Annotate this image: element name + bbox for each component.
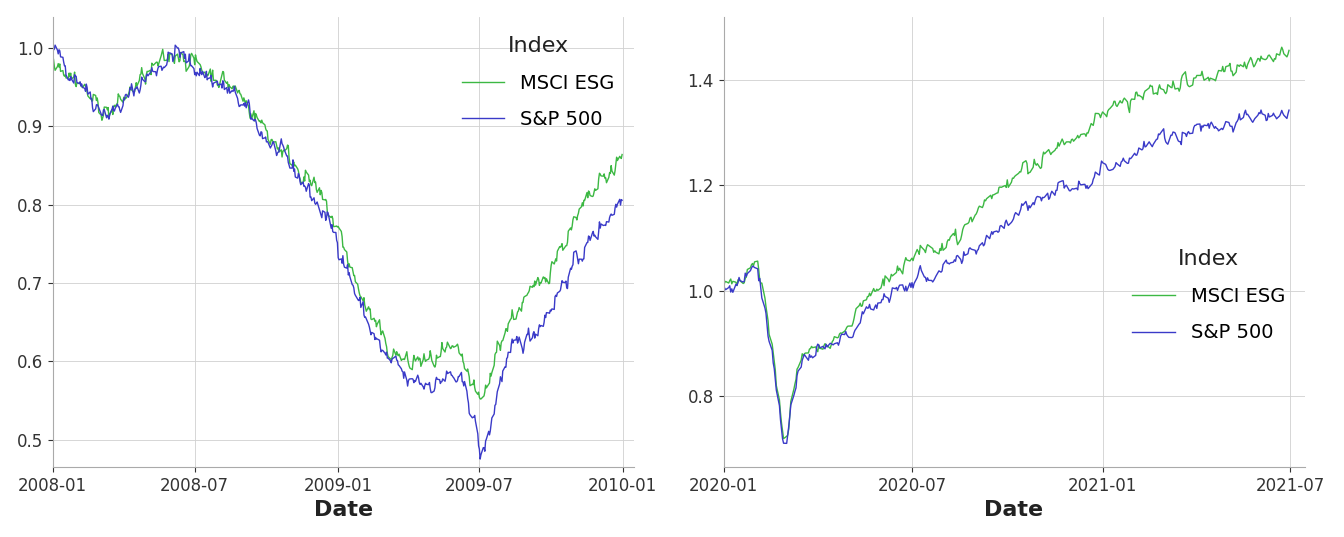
Line: MSCI ESG: MSCI ESG — [52, 49, 622, 399]
Legend: MSCI ESG, S&P 500: MSCI ESG, S&P 500 — [1122, 240, 1294, 352]
Legend: MSCI ESG, S&P 500: MSCI ESG, S&P 500 — [452, 26, 624, 139]
X-axis label: Date: Date — [984, 500, 1043, 520]
X-axis label: Date: Date — [313, 500, 372, 520]
Line: S&P 500: S&P 500 — [723, 110, 1289, 444]
Line: MSCI ESG: MSCI ESG — [723, 47, 1289, 439]
Line: S&P 500: S&P 500 — [52, 45, 622, 459]
